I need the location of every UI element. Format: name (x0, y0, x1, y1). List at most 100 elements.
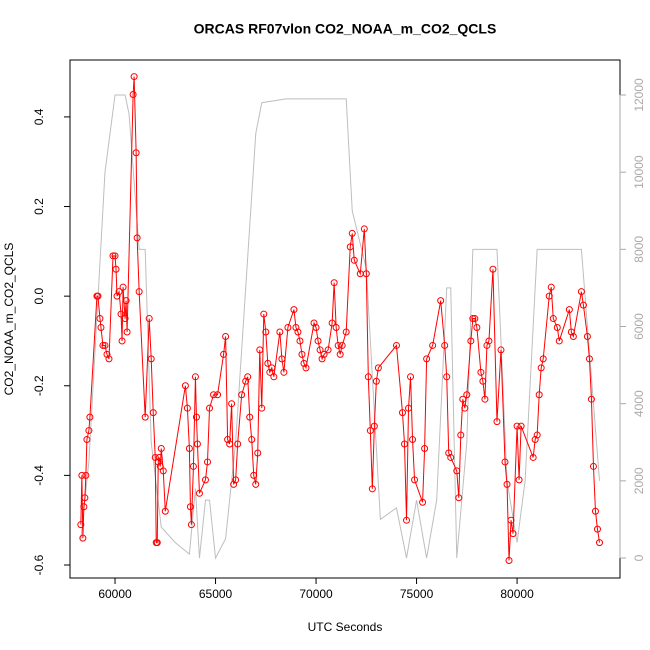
data-point (549, 315, 557, 323)
data-point (485, 337, 493, 345)
data-point (366, 427, 374, 435)
data-point (467, 337, 475, 345)
y2-tick-label: 4000 (632, 390, 646, 417)
data-point (501, 458, 509, 466)
data-point (290, 306, 298, 314)
data-point (405, 404, 413, 412)
data-point (441, 341, 449, 349)
x-tick-label: 65000 (199, 587, 233, 601)
data-point (292, 324, 300, 332)
y-tick-label: 0.2 (32, 198, 46, 215)
data-point (145, 315, 153, 323)
data-point (453, 467, 461, 475)
data-point (483, 341, 491, 349)
data-point (79, 534, 87, 542)
data-point (489, 265, 497, 273)
data-point (141, 413, 149, 421)
data-point (154, 458, 162, 466)
data-point (537, 364, 545, 372)
data-point (346, 243, 354, 251)
data-point (132, 149, 140, 157)
data-point (320, 350, 328, 358)
data-point (370, 422, 378, 430)
data-point (252, 480, 260, 488)
data-point (183, 404, 191, 412)
data-point (324, 346, 332, 354)
data-point (411, 476, 419, 484)
data-point (302, 364, 310, 372)
data-point (155, 453, 163, 461)
x-tick-label: 75000 (400, 587, 434, 601)
data-point (94, 292, 102, 300)
data-line (80, 76, 600, 561)
data-point (407, 373, 415, 381)
data-point (185, 445, 193, 452)
data-point (481, 395, 489, 403)
data-point (493, 418, 501, 426)
data-point (201, 476, 209, 484)
data-point (455, 494, 463, 502)
data-point (457, 431, 465, 439)
data-point (515, 476, 523, 484)
y-axis-label: CO2_NOAA_m_CO2_QCLS (2, 243, 16, 396)
data-point (374, 364, 382, 372)
data-point (505, 557, 513, 565)
data-point (117, 310, 125, 318)
data-point (579, 301, 587, 309)
data-point (232, 476, 240, 484)
data-point (113, 292, 121, 300)
data-point (509, 530, 517, 538)
data-point (445, 449, 453, 457)
data-point (119, 283, 127, 291)
x-tick-label: 80000 (500, 587, 534, 601)
data-point (111, 252, 119, 260)
data-point (314, 337, 322, 345)
data-point (135, 288, 143, 296)
data-point (569, 332, 577, 340)
data-point (539, 355, 547, 363)
data-point (264, 359, 272, 367)
data-point (147, 355, 155, 363)
data-point (437, 297, 445, 305)
y2-tick-label: 8000 (632, 236, 646, 263)
data-point (593, 525, 601, 533)
data-point (210, 391, 218, 399)
data-point (118, 337, 126, 345)
data-point (595, 539, 603, 547)
data-point (258, 404, 266, 412)
y2-tick-label: 2000 (632, 467, 646, 494)
data-point (153, 539, 161, 547)
data-point (531, 436, 539, 444)
data-point (336, 350, 344, 358)
data-point (181, 382, 189, 390)
data-point (300, 359, 308, 367)
data-point (206, 404, 214, 412)
data-point (83, 436, 91, 444)
data-point (469, 315, 477, 323)
data-point (328, 319, 336, 327)
data-point (330, 279, 338, 287)
data-point (250, 471, 258, 479)
data-point (189, 462, 197, 470)
data-point (507, 516, 515, 524)
data-point (360, 225, 368, 233)
data-point (256, 346, 264, 354)
data-point (587, 395, 595, 403)
data-point (419, 498, 427, 506)
data-point (230, 480, 238, 488)
data-point (318, 355, 326, 363)
data-point (187, 521, 195, 529)
data-point (553, 324, 561, 332)
data-point (368, 485, 376, 493)
data-point (409, 436, 417, 444)
data-point (348, 229, 356, 237)
data-point (565, 306, 573, 314)
data-point (81, 494, 89, 502)
data-point (192, 413, 200, 421)
data-point (123, 328, 131, 336)
y2-tick-label: 12000 (632, 78, 646, 112)
data-point (260, 310, 268, 318)
data-point (186, 503, 194, 511)
